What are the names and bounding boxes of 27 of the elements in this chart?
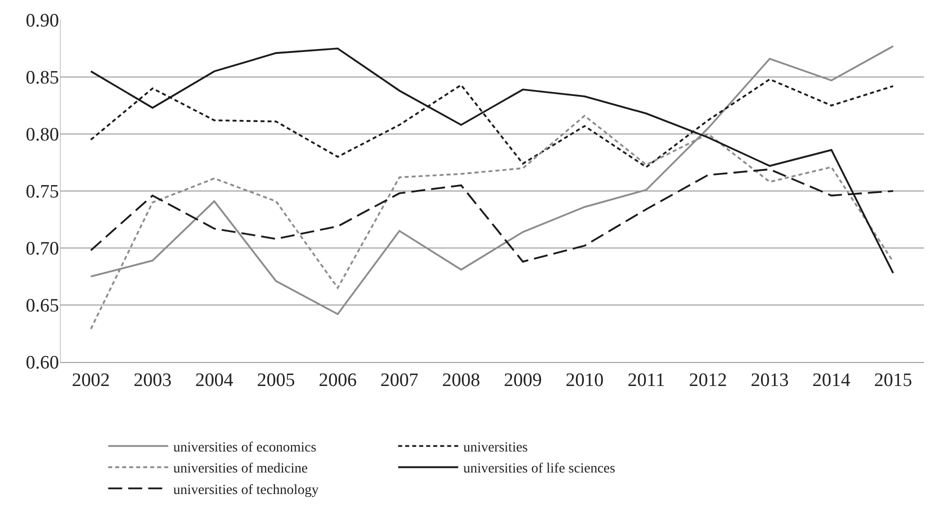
legend-label: universities of life sciences xyxy=(463,462,616,477)
legend-label: universities of economics xyxy=(173,440,316,456)
y-tick-label: 0.75 xyxy=(26,182,59,203)
x-tick-label: 2010 xyxy=(566,370,604,391)
y-tick-label: 0.65 xyxy=(26,296,59,317)
x-tick-label: 2014 xyxy=(812,370,851,391)
x-tick-label: 2004 xyxy=(195,370,234,391)
x-tick-label: 2015 xyxy=(874,370,912,391)
legend-label: universities of technology xyxy=(173,482,319,498)
y-tick-label: 0.90 xyxy=(26,10,59,32)
x-tick-label: 2013 xyxy=(750,370,789,391)
x-tick-label: 2003 xyxy=(134,370,172,391)
line-series xyxy=(90,48,894,274)
x-tick-label: 2005 xyxy=(257,370,295,391)
x-tick-label: 2009 xyxy=(504,370,542,391)
x-tick-label: 2006 xyxy=(318,370,357,391)
x-tick-label: 2012 xyxy=(689,370,727,391)
x-tick-label: 2011 xyxy=(628,370,665,391)
legend-label: universities xyxy=(463,440,528,456)
x-tick-label: 2002 xyxy=(72,370,110,391)
y-tick-label: 0.60 xyxy=(26,352,59,374)
y-tick-label: 0.70 xyxy=(26,238,59,260)
x-tick-label: 2008 xyxy=(442,370,480,391)
y-tick-label: 0.80 xyxy=(26,124,59,146)
y-tick-label: 0.85 xyxy=(26,68,59,89)
legend-label: universities of medicine xyxy=(173,462,308,477)
x-tick-label: 2007 xyxy=(380,370,418,391)
